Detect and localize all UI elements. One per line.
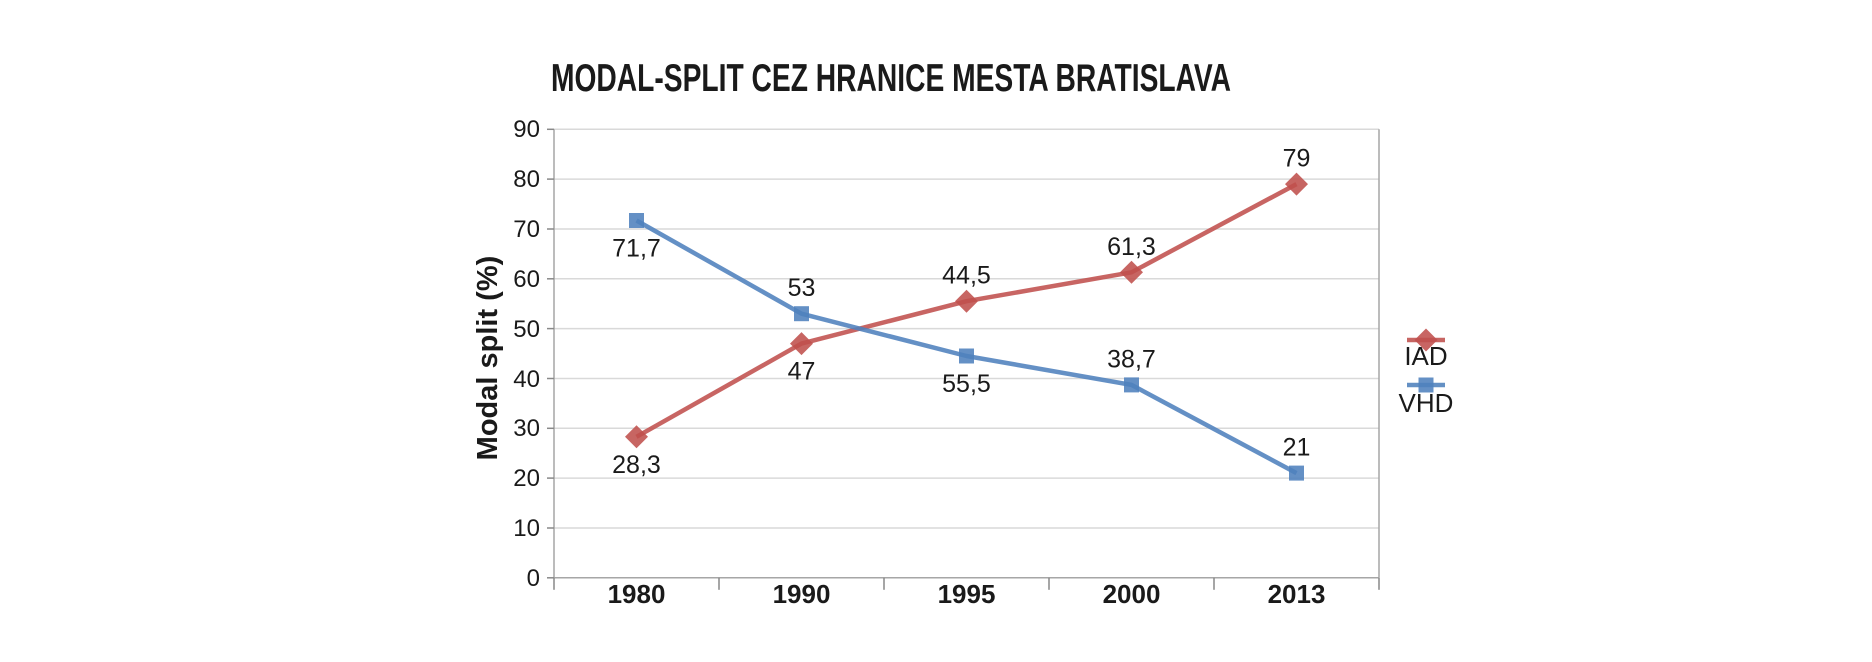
svg-text:1995: 1995 [938, 579, 996, 609]
svg-text:Modal split (%): Modal split (%) [472, 256, 504, 461]
svg-text:30: 30 [513, 415, 540, 442]
svg-text:1990: 1990 [773, 579, 831, 609]
svg-text:10: 10 [513, 515, 540, 542]
svg-text:60: 60 [513, 266, 540, 293]
svg-text:70: 70 [513, 216, 540, 243]
svg-text:53: 53 [788, 274, 816, 302]
svg-text:0: 0 [527, 565, 540, 592]
svg-text:28,3: 28,3 [612, 451, 661, 479]
svg-text:VHD: VHD [1399, 388, 1454, 418]
svg-text:55,5: 55,5 [942, 370, 991, 398]
svg-text:90: 90 [513, 116, 540, 143]
svg-text:20: 20 [513, 465, 540, 492]
svg-text:50: 50 [513, 316, 540, 343]
svg-text:38,7: 38,7 [1107, 345, 1156, 373]
svg-text:2013: 2013 [1268, 579, 1326, 609]
svg-text:79: 79 [1283, 145, 1311, 173]
svg-text:MODAL-SPLIT CEZ HRANICE MESTA: MODAL-SPLIT CEZ HRANICE MESTA BRATISLAVA [551, 57, 1231, 100]
svg-text:44,5: 44,5 [942, 262, 991, 290]
svg-text:21: 21 [1283, 434, 1311, 462]
svg-text:40: 40 [513, 366, 540, 393]
svg-text:61,3: 61,3 [1107, 233, 1156, 261]
svg-text:71,7: 71,7 [612, 235, 661, 263]
svg-text:IAD: IAD [1404, 341, 1447, 371]
svg-text:80: 80 [513, 166, 540, 193]
svg-text:1980: 1980 [608, 579, 666, 609]
svg-text:47: 47 [788, 358, 816, 386]
svg-text:2000: 2000 [1103, 579, 1161, 609]
